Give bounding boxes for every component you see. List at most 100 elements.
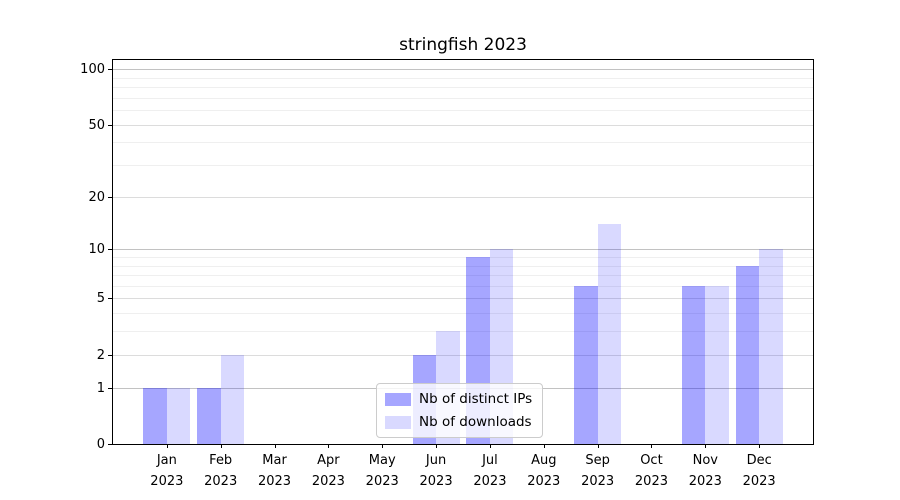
- x-tick-month: Oct: [640, 453, 663, 468]
- bar-downloads-nov: [705, 285, 729, 444]
- x-tick-year: 2023: [634, 474, 668, 489]
- y-tick-mark: [108, 387, 112, 389]
- x-tick-year: 2023: [311, 474, 345, 489]
- legend-swatch-distinct-ips: [385, 392, 411, 406]
- gridline-2: [113, 354, 813, 356]
- gridline-minor: [113, 331, 813, 333]
- x-tick-label-nov: Nov 2023: [665, 450, 745, 492]
- legend-label-distinct-ips: Nb of distinct IPs: [419, 391, 533, 407]
- y-tick-label: 5: [96, 291, 105, 307]
- x-tick-year: 2023: [527, 474, 561, 489]
- x-tick-mark: [597, 444, 599, 448]
- x-tick-month: Feb: [209, 453, 233, 468]
- x-tick-label-feb: Feb 2023: [181, 450, 261, 492]
- y-tick-mark: [108, 196, 112, 198]
- x-tick-month: Nov: [692, 453, 718, 468]
- y-tick-label: 100: [80, 62, 105, 78]
- x-tick-mark: [274, 444, 276, 448]
- y-tick-label: 50: [88, 117, 105, 133]
- x-tick-label-dec: Dec 2023: [719, 450, 799, 492]
- x-tick-mark: [220, 444, 222, 448]
- x-tick-label-jul: Jul 2023: [450, 450, 530, 492]
- x-tick-year: 2023: [150, 474, 184, 489]
- y-tick-mark: [108, 124, 112, 126]
- y-tick-label: 1: [96, 380, 105, 396]
- y-tick-mark: [108, 249, 112, 251]
- bar-downloads-feb: [220, 354, 245, 444]
- x-tick-month: May: [368, 453, 396, 468]
- gridline-minor: [113, 265, 813, 267]
- x-tick-year: 2023: [365, 474, 399, 489]
- x-tick-label-sep: Sep 2023: [558, 450, 638, 492]
- x-tick-mark: [382, 444, 384, 448]
- x-tick-year: 2023: [204, 474, 238, 489]
- x-tick-year: 2023: [742, 474, 776, 489]
- y-tick-label: 20: [88, 189, 105, 205]
- legend-item-downloads: Nb of downloads: [385, 414, 532, 430]
- gridline-minor: [113, 256, 813, 258]
- legend-item-distinct-ips: Nb of distinct IPs: [385, 391, 532, 407]
- x-tick-label-jun: Jun 2023: [396, 450, 476, 492]
- gridline-minor: [113, 275, 813, 277]
- x-tick-mark: [166, 444, 168, 448]
- bar-ips-nov: [681, 285, 706, 444]
- x-tick-mark: [436, 444, 438, 448]
- x-tick-year: 2023: [581, 474, 615, 489]
- x-tick-mark: [705, 444, 707, 448]
- legend: Nb of distinct IPs Nb of downloads: [376, 383, 544, 438]
- x-tick-label-jan: Jan 2023: [127, 450, 207, 492]
- x-tick-label-apr: Apr 2023: [288, 450, 368, 492]
- bar-downloads-jan: [166, 387, 191, 444]
- y-tick-label: 0: [96, 437, 105, 452]
- x-tick-mark: [489, 444, 491, 448]
- x-tick-month: Aug: [531, 453, 557, 468]
- bar-downloads-dec: [759, 249, 783, 444]
- x-tick-label-aug: Aug 2023: [504, 450, 584, 492]
- gridline-10: [113, 249, 813, 251]
- legend-label-downloads: Nb of downloads: [419, 414, 532, 430]
- x-tick-label-oct: Oct 2023: [611, 450, 691, 492]
- x-tick-month: Dec: [746, 453, 772, 468]
- bar-ips-jan: [143, 387, 167, 444]
- gridline-minor: [113, 313, 813, 315]
- x-tick-label-mar: Mar 2023: [235, 450, 315, 492]
- x-tick-mark: [759, 444, 761, 448]
- x-tick-mark: [328, 444, 330, 448]
- x-tick-month: Jul: [482, 453, 498, 468]
- x-tick-month: Jan: [156, 453, 177, 468]
- gridline-minor: [113, 285, 813, 287]
- x-tick-mark: [651, 444, 653, 448]
- gridline-minor: [113, 77, 813, 79]
- x-tick-year: 2023: [419, 474, 453, 489]
- x-tick-year: 2023: [257, 474, 292, 489]
- y-tick-mark: [108, 444, 112, 445]
- x-tick-mark: [543, 444, 545, 448]
- bar-ips-sep: [574, 285, 598, 444]
- x-tick-year: 2023: [688, 474, 722, 489]
- gridline-20: [113, 196, 813, 198]
- gridline-minor: [113, 87, 813, 89]
- gridline-minor: [113, 97, 813, 99]
- x-tick-label-may: May 2023: [342, 450, 422, 492]
- bar-ips-feb: [197, 387, 221, 444]
- x-tick-year: 2023: [473, 474, 507, 489]
- gridline-5: [113, 298, 813, 300]
- y-tick-label: 2: [96, 347, 105, 363]
- legend-swatch-downloads: [385, 415, 411, 429]
- plot-area: Nb of distinct IPs Nb of downloads: [112, 59, 814, 445]
- gridline-minor: [113, 142, 813, 144]
- gridline-100: [113, 69, 813, 71]
- bar-downloads-sep: [597, 224, 622, 444]
- y-tick-mark: [108, 354, 112, 356]
- x-tick-month: Mar: [262, 453, 287, 468]
- y-tick-mark: [108, 298, 112, 300]
- y-tick-label: 10: [88, 242, 105, 258]
- x-tick-month: Jun: [425, 453, 447, 468]
- gridline-minor: [113, 165, 813, 167]
- chart-title: stringfish 2023: [399, 35, 527, 55]
- x-tick-month: Sep: [585, 453, 610, 468]
- y-tick-mark: [108, 69, 112, 71]
- gridline-minor: [113, 110, 813, 112]
- gridline-50: [113, 124, 813, 126]
